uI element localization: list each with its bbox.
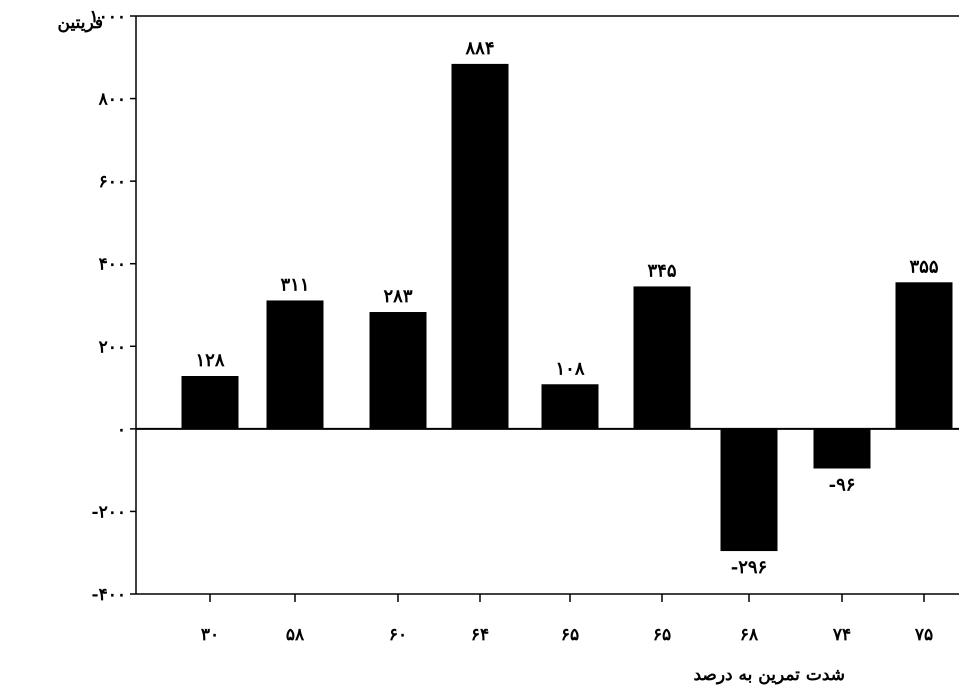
x-tick-label: ۶۰	[389, 625, 407, 645]
data-label: ۱۰۸	[555, 358, 584, 379]
y-axis-title: فریتین	[58, 13, 103, 33]
data-label: ۳۵۵	[909, 256, 938, 277]
data-label: ۲۸۳	[383, 286, 412, 307]
x-axis: ۳۰ ۵۸ ۶۰ ۶۴ ۶۵ ۶۵ ۶۸ ۷۴ ۷۵	[201, 594, 933, 645]
x-tick-label: ۶۵	[561, 625, 579, 645]
x-tick-label: ۷۵	[914, 625, 933, 645]
y-tick-label: -۲۰۰	[92, 502, 126, 522]
data-label: -۲۹۶	[731, 557, 767, 578]
x-tick-label: ۷۴	[832, 625, 851, 645]
data-label: ۱۲۸	[195, 350, 224, 371]
data-label: ۳۴۵	[647, 260, 676, 281]
y-tick-label: ۱۰۰۰	[89, 7, 126, 27]
data-label: -۹۶	[829, 474, 856, 495]
x-axis-title: شدت تمرین به درصد	[693, 665, 845, 685]
bar	[895, 282, 953, 429]
bar	[633, 286, 691, 429]
y-tick-label: ۸۰۰	[98, 90, 126, 110]
x-tick-label: ۶۴	[471, 625, 489, 645]
bar	[266, 300, 324, 429]
x-tick-label: ۶۵	[653, 625, 671, 645]
y-tick-label: ۲۰۰	[99, 337, 126, 357]
y-tick-label: -۴۰۰	[92, 585, 126, 605]
y-tick-label: ۴۰۰	[99, 255, 126, 275]
data-labels: ۱۲۸ ۳۱۱ ۲۸۳ ۸۸۴ ۱۰۸ ۳۴۵ -۲۹۶ -۹۶ ۳۵۵	[195, 38, 938, 578]
plot-frame	[135, 15, 959, 595]
y-axis: -۴۰۰ -۲۰۰ ۰ ۲۰۰ ۴۰۰ ۶۰۰ ۸۰۰ ۱۰۰۰	[89, 7, 136, 605]
data-label: ۸۸۴	[464, 38, 494, 59]
x-tick-label: ۳۰	[201, 625, 219, 645]
bar	[451, 63, 509, 429]
bar	[813, 428, 871, 469]
x-tick-label: ۶۸	[740, 625, 759, 645]
bar	[720, 428, 778, 552]
bar	[181, 376, 239, 429]
data-label: ۳۱۱	[280, 274, 309, 295]
x-tick-label: ۵۸	[286, 625, 305, 645]
y-tick-label: ۶۰۰	[99, 172, 126, 192]
bars	[181, 63, 953, 552]
bar	[541, 384, 599, 429]
y-tick-label: ۰	[117, 420, 126, 440]
bar	[369, 312, 427, 429]
